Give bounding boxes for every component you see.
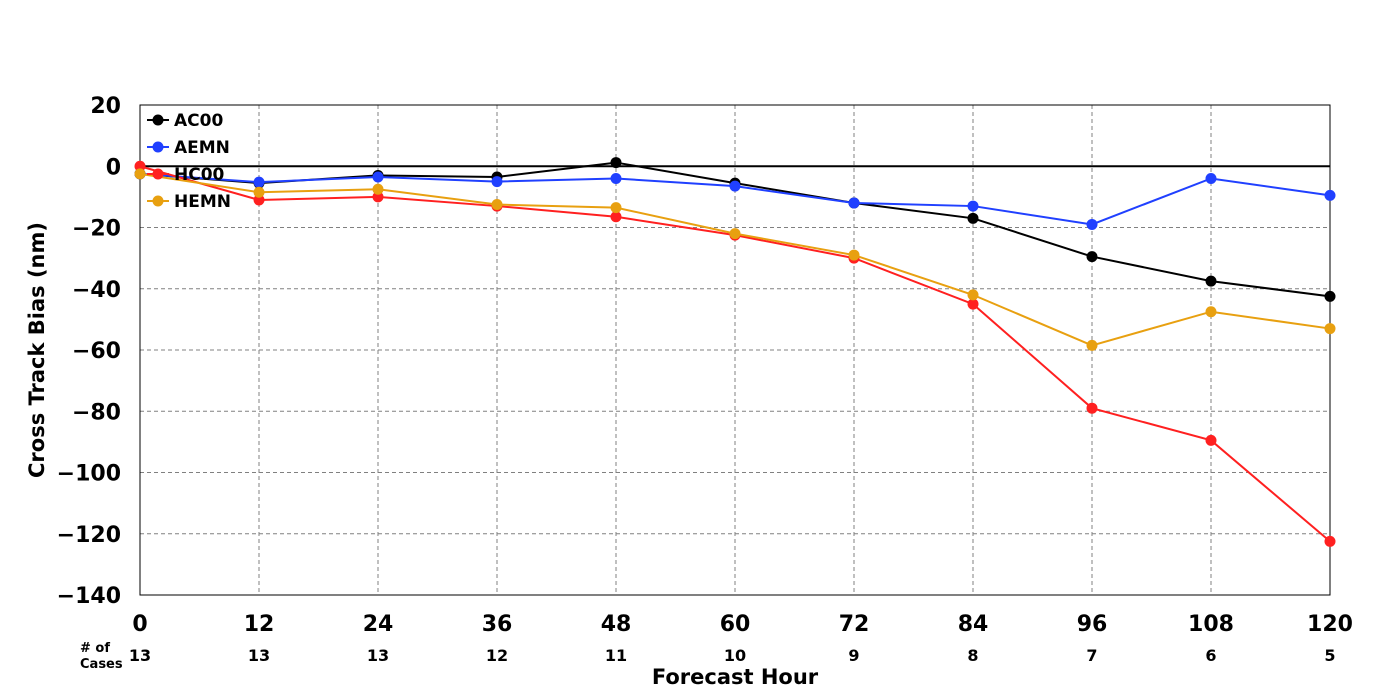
y-tick-label: −100 bbox=[57, 462, 121, 487]
data-point-ac00 bbox=[967, 212, 979, 224]
cases-label-line2: Cases bbox=[80, 657, 123, 672]
grid-lines bbox=[140, 105, 1330, 595]
y-tick-label: −80 bbox=[72, 400, 121, 425]
legend-label: AC00 bbox=[174, 111, 223, 131]
data-point-hemn bbox=[1205, 306, 1217, 318]
data-point-hemn bbox=[729, 228, 741, 240]
y-tick-labels: 20 0 −20 −40 −60 −80 −100 −120 −140 bbox=[57, 94, 121, 609]
data-point-hc00 bbox=[134, 160, 146, 172]
x-tick-label: 96 bbox=[1077, 612, 1108, 637]
data-point-hemn bbox=[1324, 323, 1336, 335]
case-counts: 13 13 13 12 11 10 9 8 7 6 5 bbox=[129, 646, 1336, 665]
plot-frame bbox=[139, 104, 1331, 596]
case-count: 13 bbox=[367, 646, 389, 665]
case-count: 13 bbox=[129, 646, 151, 665]
data-point-hc00 bbox=[610, 211, 622, 223]
data-point-aemn bbox=[491, 176, 503, 188]
legend-item-hemn: HEMN bbox=[147, 192, 231, 212]
x-axis-label: Forecast Hour bbox=[652, 665, 819, 689]
legend-item-aemn: AEMN bbox=[147, 138, 230, 158]
data-point-hemn bbox=[967, 289, 979, 301]
data-point-ac00 bbox=[1324, 290, 1336, 302]
data-point-aemn bbox=[967, 200, 979, 212]
x-tick-labels: 0 12 24 36 48 60 72 84 96 108 120 bbox=[132, 612, 1353, 637]
case-count: 8 bbox=[967, 646, 978, 665]
data-point-aemn bbox=[729, 180, 741, 192]
legend: AC00 AEMN HC00 HEMN bbox=[147, 111, 231, 212]
y-tick-label: 0 bbox=[106, 155, 121, 180]
data-point-ac00 bbox=[1086, 251, 1098, 263]
series-lines bbox=[134, 157, 1336, 547]
case-count: 11 bbox=[605, 646, 627, 665]
data-point-hemn bbox=[372, 183, 384, 195]
data-point-hemn bbox=[253, 186, 265, 198]
data-point-hemn bbox=[491, 199, 503, 211]
series-aemn bbox=[134, 168, 1336, 230]
data-point-aemn bbox=[372, 171, 384, 183]
data-point-hc00 bbox=[1086, 402, 1098, 414]
x-tick-label: 60 bbox=[720, 612, 751, 637]
data-point-aemn bbox=[253, 176, 265, 188]
x-tick-label: 12 bbox=[244, 612, 275, 637]
legend-swatch-marker bbox=[152, 141, 164, 153]
data-point-hc00 bbox=[967, 298, 979, 310]
data-point-hc00 bbox=[1205, 434, 1217, 446]
x-tick-label: 36 bbox=[482, 612, 513, 637]
x-tick-label: 48 bbox=[601, 612, 632, 637]
case-count: 10 bbox=[724, 646, 746, 665]
data-point-hc00 bbox=[1324, 535, 1336, 547]
y-tick-label: 20 bbox=[90, 94, 121, 119]
data-point-hc00 bbox=[372, 191, 384, 203]
x-tick-label: 120 bbox=[1307, 612, 1353, 637]
legend-swatch-marker bbox=[152, 195, 164, 207]
legend-swatch-marker bbox=[152, 114, 164, 126]
x-tick-label: 84 bbox=[958, 612, 989, 637]
data-point-hemn bbox=[134, 168, 146, 180]
x-tick-label: 24 bbox=[363, 612, 394, 637]
data-point-ac00 bbox=[1205, 275, 1217, 287]
data-point-hc00 bbox=[253, 194, 265, 206]
data-point-hemn bbox=[848, 249, 860, 261]
x-tick-label: 0 bbox=[132, 612, 147, 637]
legend-label: AEMN bbox=[174, 138, 230, 158]
series-hemn bbox=[134, 168, 1336, 351]
legend-swatch-marker bbox=[152, 168, 164, 180]
cases-label-line1: # of bbox=[80, 641, 110, 656]
x-tick-label: 72 bbox=[839, 612, 870, 637]
case-count: 13 bbox=[248, 646, 270, 665]
case-count: 6 bbox=[1205, 646, 1216, 665]
y-axis-label: Cross Track Bias (nm) bbox=[25, 222, 49, 478]
legend-label: HC00 bbox=[174, 165, 225, 185]
data-point-aemn bbox=[610, 173, 622, 184]
case-count: 5 bbox=[1324, 646, 1335, 665]
legend-item-hc00: HC00 bbox=[147, 165, 225, 185]
data-point-ac00 bbox=[610, 157, 622, 169]
data-point-hemn bbox=[1086, 339, 1098, 351]
case-count: 12 bbox=[486, 646, 508, 665]
x-tick-label: 108 bbox=[1188, 612, 1234, 637]
y-tick-label: −140 bbox=[57, 584, 121, 609]
y-tick-label: −120 bbox=[57, 523, 121, 548]
y-tick-label: −60 bbox=[72, 339, 121, 364]
data-point-aemn bbox=[1086, 218, 1098, 230]
case-count: 7 bbox=[1086, 646, 1097, 665]
legend-label: HEMN bbox=[174, 192, 231, 212]
legend-item-ac00: AC00 bbox=[147, 111, 223, 131]
data-point-aemn bbox=[1324, 189, 1336, 201]
case-count: 9 bbox=[848, 646, 859, 665]
y-tick-label: −20 bbox=[72, 217, 121, 242]
y-tick-label: −40 bbox=[72, 278, 121, 303]
data-point-hemn bbox=[610, 202, 622, 214]
data-point-aemn bbox=[1205, 173, 1217, 184]
data-point-aemn bbox=[848, 197, 860, 209]
